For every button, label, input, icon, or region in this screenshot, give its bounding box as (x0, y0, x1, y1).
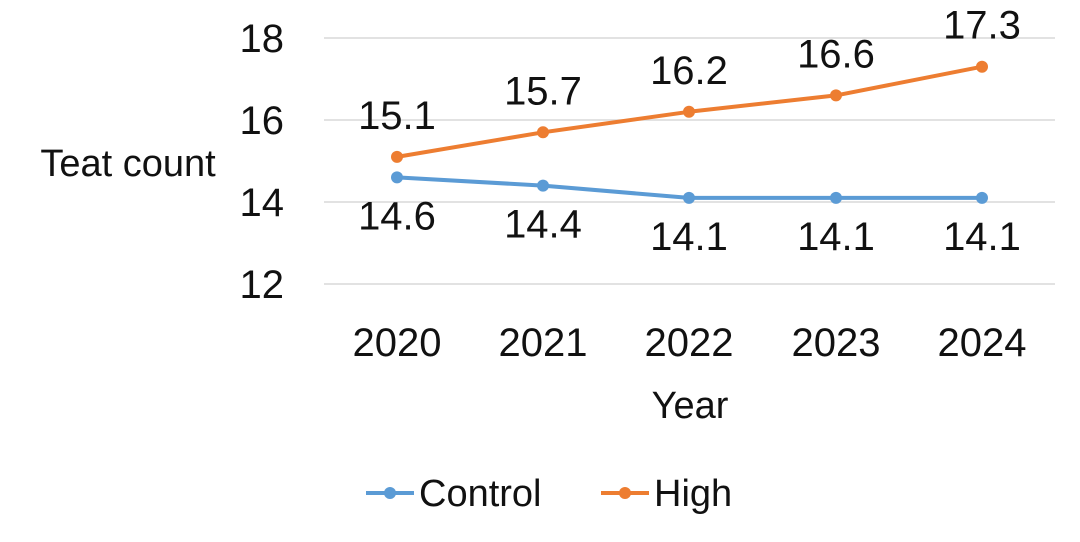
data-point (537, 179, 549, 192)
data-point (683, 105, 695, 118)
data-label: 16.2 (650, 49, 728, 93)
data-label: 15.7 (504, 69, 582, 113)
y-tick-label: 12 (240, 263, 285, 307)
y-tick-label: 16 (240, 99, 285, 143)
data-point (830, 191, 842, 204)
y-tick-label: 18 (240, 17, 285, 61)
legend-label: Control (419, 473, 542, 515)
x-tick-label: 2022 (645, 321, 734, 365)
x-tick-label: 2020 (353, 321, 442, 365)
data-label: 15.1 (358, 94, 436, 138)
data-point (683, 191, 695, 204)
x-tick-label: 2024 (938, 321, 1027, 365)
x-tick-label: 2023 (792, 321, 881, 365)
x-axis-title: Year (652, 385, 729, 427)
legend-item-control: Control (366, 473, 542, 515)
data-point (976, 60, 988, 73)
data-label: 16.6 (797, 32, 875, 76)
data-point (976, 191, 988, 204)
legend: Control High (366, 473, 732, 515)
data-label: 14.1 (943, 215, 1021, 259)
data-label: 14.1 (650, 215, 728, 259)
data-point (537, 126, 549, 139)
data-label: 14.6 (358, 194, 436, 238)
data-point (391, 171, 403, 184)
y-tick-label: 14 (240, 181, 285, 225)
y-axis-ticks: 12 14 16 18 (240, 17, 285, 307)
data-point (830, 89, 842, 102)
legend-item-high: High (601, 473, 732, 515)
series-high: 15.1 15.7 16.2 16.6 17.3 (358, 4, 1021, 163)
x-tick-label: 2021 (499, 321, 588, 365)
legend-swatch-marker (619, 487, 631, 499)
data-label: 14.1 (797, 215, 875, 259)
gridlines (324, 37, 1055, 285)
x-axis-ticks: 2020 2021 2022 2023 2024 (353, 321, 1027, 365)
legend-swatch-marker (384, 487, 396, 499)
data-label: 17.3 (943, 4, 1021, 48)
series-layer: 14.6 14.4 14.1 14.1 14.1 15.1 15.7 16.2 16.6 17.3 (358, 4, 1021, 259)
data-point (391, 150, 403, 163)
data-label: 14.4 (504, 203, 582, 247)
y-axis-title: Teat count (40, 143, 216, 185)
series-control: 14.6 14.4 14.1 14.1 14.1 (358, 171, 1021, 259)
legend-label: High (654, 473, 732, 515)
